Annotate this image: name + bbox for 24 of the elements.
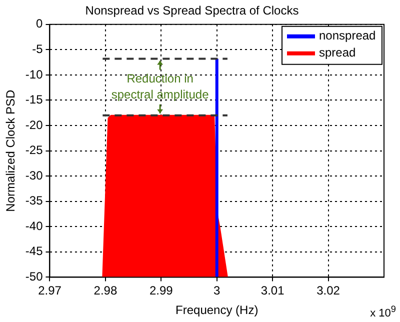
y-tick-label: -25 [25, 143, 44, 158]
y-tick-label: -30 [25, 168, 44, 182]
y-tick-label: 0 [36, 16, 44, 31]
text: x 10$^{9}$ [370, 304, 396, 320]
y-tick-label: -40 [25, 218, 44, 233]
x-axis-title: Frequency (Hz) [176, 303, 258, 318]
y-tick-label: -15 [25, 92, 44, 107]
x-tick-label: 2.97 [38, 284, 62, 298]
annotation: Reduction in spectral amplitude [111, 71, 210, 102]
y-tick-label: -20 [25, 118, 44, 132]
legend-label: nonspread [319, 28, 376, 43]
x-tick-label: 2.99 [149, 284, 174, 298]
y-axis-title: Normalized Clock PSD [4, 89, 18, 212]
chart-title: Nonspread vs Spread Spectra of Clocks [85, 4, 299, 18]
y-tick-label: -35 [25, 194, 44, 208]
x-tick-label: 2.98 [94, 284, 118, 298]
x-tick-label: 3.02 [316, 284, 340, 298]
y-tick-label: -45 [25, 244, 44, 258]
legend-label: spread [319, 46, 356, 60]
y-tick-label: -10 [25, 67, 44, 82]
x-tick-label: 3 [214, 284, 221, 298]
y-tick-label: -5 [32, 42, 44, 56]
y-tick-label: -50 [25, 270, 44, 284]
x-tick-label: 3.01 [260, 284, 285, 298]
